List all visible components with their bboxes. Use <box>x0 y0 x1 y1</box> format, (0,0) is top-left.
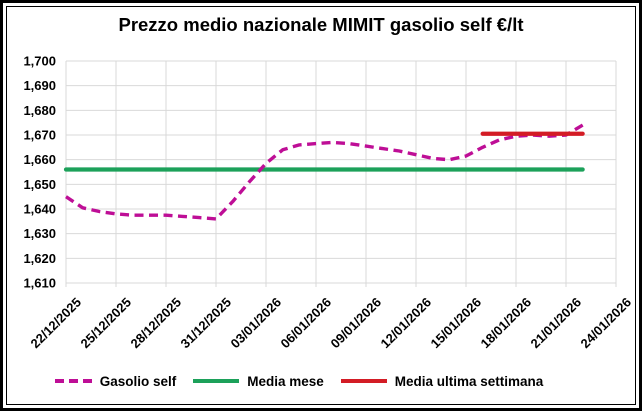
x-tick-label: 03/01/2026 <box>227 295 284 352</box>
y-tick-label: 1,610 <box>23 276 56 291</box>
dashed-line-swatch <box>54 378 92 384</box>
green-line-swatch <box>193 378 240 384</box>
series-line-gasolio-self <box>65 123 584 221</box>
x-tick-label: 09/01/2026 <box>327 295 384 352</box>
x-tick-label: 12/01/2026 <box>377 295 434 352</box>
x-tick-label: 24/01/2026 <box>577 295 634 352</box>
y-tick-label: 1,680 <box>23 103 56 118</box>
x-tick-label: 21/01/2026 <box>527 295 584 352</box>
x-tick-label: 06/01/2026 <box>277 295 334 352</box>
y-tick-label: 1,630 <box>23 226 56 241</box>
legend-item-gasolio-self: Gasolio self <box>54 373 177 389</box>
x-tick-label: 15/01/2026 <box>427 295 484 352</box>
legend-item-media-ultima-settimana: Media ultima settimana <box>340 373 544 389</box>
y-tick-label: 1,650 <box>23 177 56 192</box>
x-tick-label: 28/12/2025 <box>127 295 184 352</box>
plot-area: 1,700 1,690 1,680 1,670 1,660 1,650 1,640 1,630… <box>23 54 634 352</box>
x-tick-label: 31/12/2025 <box>177 295 234 352</box>
y-tick-label: 1,640 <box>23 202 56 217</box>
legend-label-gasolio-self: Gasolio self <box>99 373 177 389</box>
y-tick-label: 1,660 <box>23 152 56 167</box>
y-tick-label: 1,700 <box>23 54 56 69</box>
y-tick-label: 1,690 <box>23 78 56 93</box>
legend-label-media-ultima-settimana: Media ultima settimana <box>394 373 544 389</box>
legend-item-media-mese: Media mese <box>193 374 324 389</box>
chart-title: Prezzo medio nazionale MIMIT gasolio sel… <box>118 14 524 35</box>
x-tick-label: 22/12/2025 <box>27 295 84 352</box>
legend: Gasolio self Media mese Media ultima set… <box>0 367 620 395</box>
red-line-swatch <box>340 378 387 384</box>
y-tick-label: 1,620 <box>23 251 56 266</box>
x-tick-label: 25/12/2025 <box>77 295 134 352</box>
y-tick-label: 1,670 <box>23 128 56 143</box>
x-tick-label: 18/01/2026 <box>477 295 534 352</box>
legend-label-media-mese: Media mese <box>247 373 324 389</box>
